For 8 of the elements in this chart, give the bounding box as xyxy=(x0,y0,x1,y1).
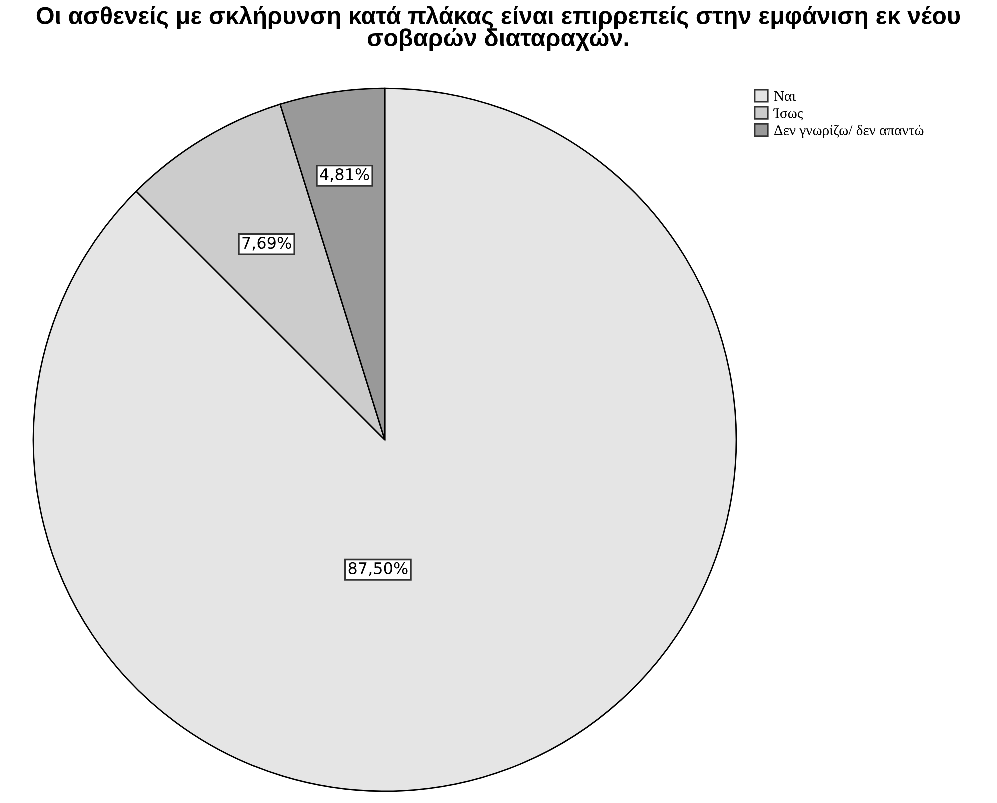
legend-label: Δεν γνωρίζω/ δεν απαντώ xyxy=(774,125,924,138)
data-label: 4,81% xyxy=(320,168,370,182)
data-label: 7,69% xyxy=(242,237,292,251)
chart-title: Οι ασθενείς με σκλήρυνση κατά πλάκας είναι επιρρεπείς στην εμφάνιση εκ νέου σοβαρών διαταραχών. xyxy=(36,6,960,52)
pie-slice xyxy=(32,88,738,792)
legend-label: Ναι xyxy=(774,92,796,102)
legend-label: Ίσως xyxy=(773,108,804,121)
data-label: 87,50% xyxy=(348,562,408,576)
